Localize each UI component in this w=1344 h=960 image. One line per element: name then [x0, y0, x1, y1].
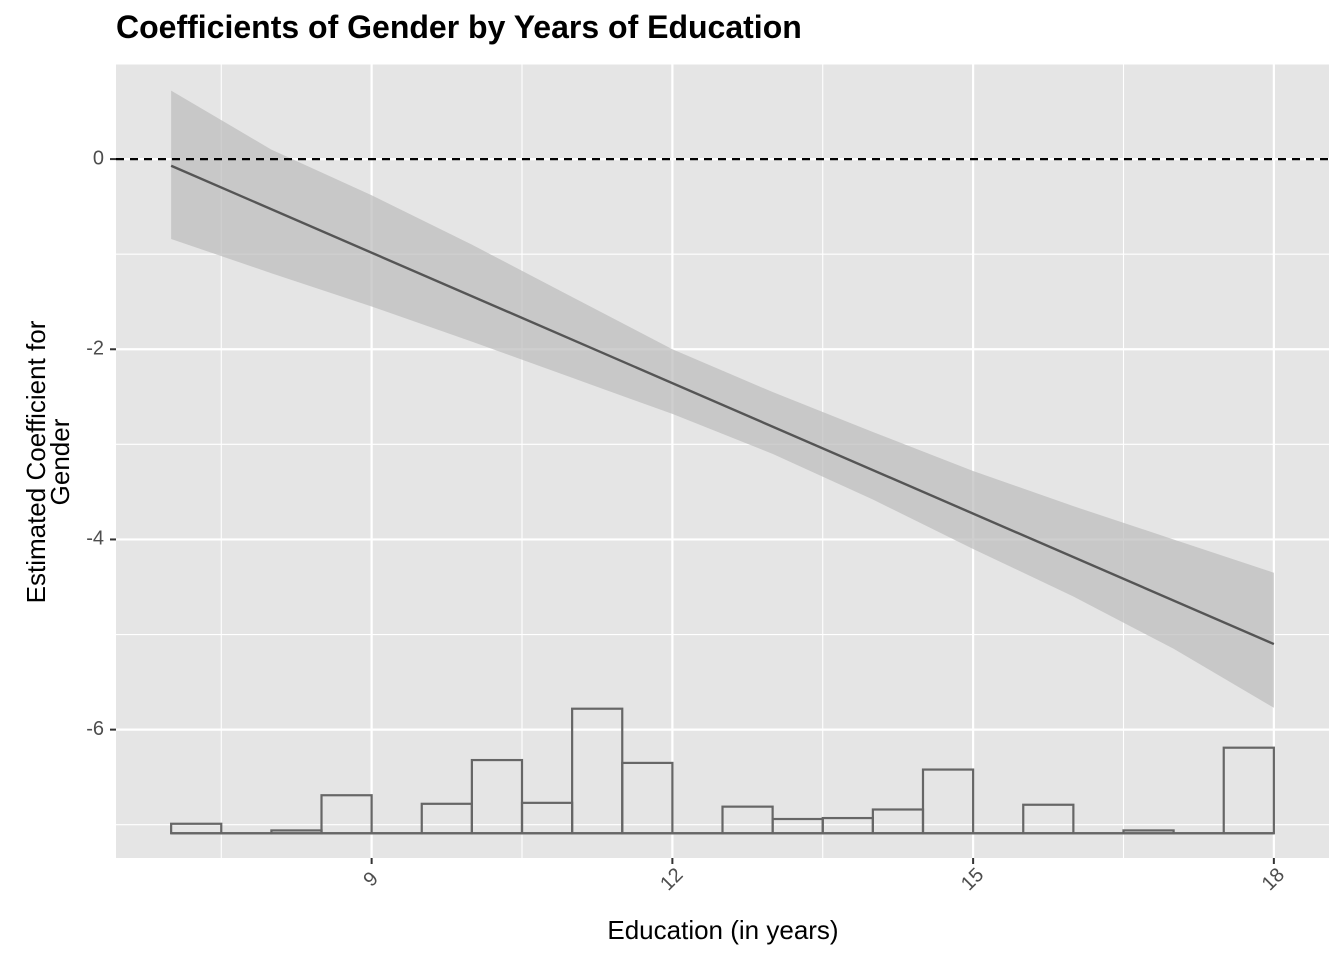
x-axis-title: Education (in years)	[607, 915, 838, 945]
x-tick-label: 12	[656, 864, 687, 895]
y-tick-label: -6	[86, 718, 104, 740]
x-tick-label: 15	[957, 864, 988, 895]
y-axis-title-line-1: Estimated Coefficient for	[21, 320, 51, 603]
education-histogram	[170, 707, 1275, 835]
y-tick-label: -4	[86, 528, 104, 550]
y-axis-title: Estimated Coefficient for Gender	[21, 320, 75, 603]
coefficient-line	[170, 164, 1275, 646]
x-axis-ticks: 9 12 15 18	[359, 858, 1289, 895]
chart-title: Coefficients of Gender by Years of Educa…	[116, 9, 802, 45]
y-tick-label: -2	[86, 338, 104, 360]
y-axis-ticks: 0 -2 -4 -6	[86, 147, 116, 740]
x-tick-label: 18	[1258, 864, 1289, 895]
y-tick-label: 0	[93, 147, 104, 169]
confidence-band	[171, 90, 1274, 708]
x-tick-label: 9	[359, 868, 382, 891]
y-axis-title-line-2: Gender	[45, 418, 75, 505]
